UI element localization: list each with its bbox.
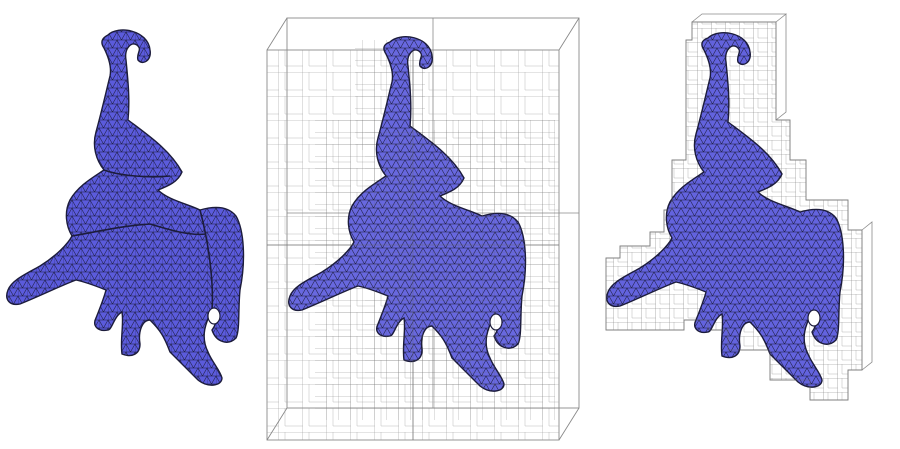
mesh-wireframe — [606, 32, 844, 388]
mesh-creases — [71, 169, 214, 311]
surface-octree-svg — [605, 13, 873, 401]
tail-gap — [207, 307, 221, 325]
elephant-mesh-icon — [6, 29, 245, 386]
octree-overlay — [605, 21, 863, 401]
panel-mesh-only — [0, 0, 260, 449]
elephant-mesh-icon — [606, 32, 845, 388]
tail-gap — [807, 309, 821, 327]
octree-overlay — [267, 50, 559, 440]
panel-surface-octree — [600, 0, 900, 449]
mesh-wireframe — [6, 30, 244, 386]
mesh-only-svg — [6, 29, 245, 386]
full-octree-svg — [266, 17, 580, 441]
panel-full-octree — [255, 0, 600, 449]
